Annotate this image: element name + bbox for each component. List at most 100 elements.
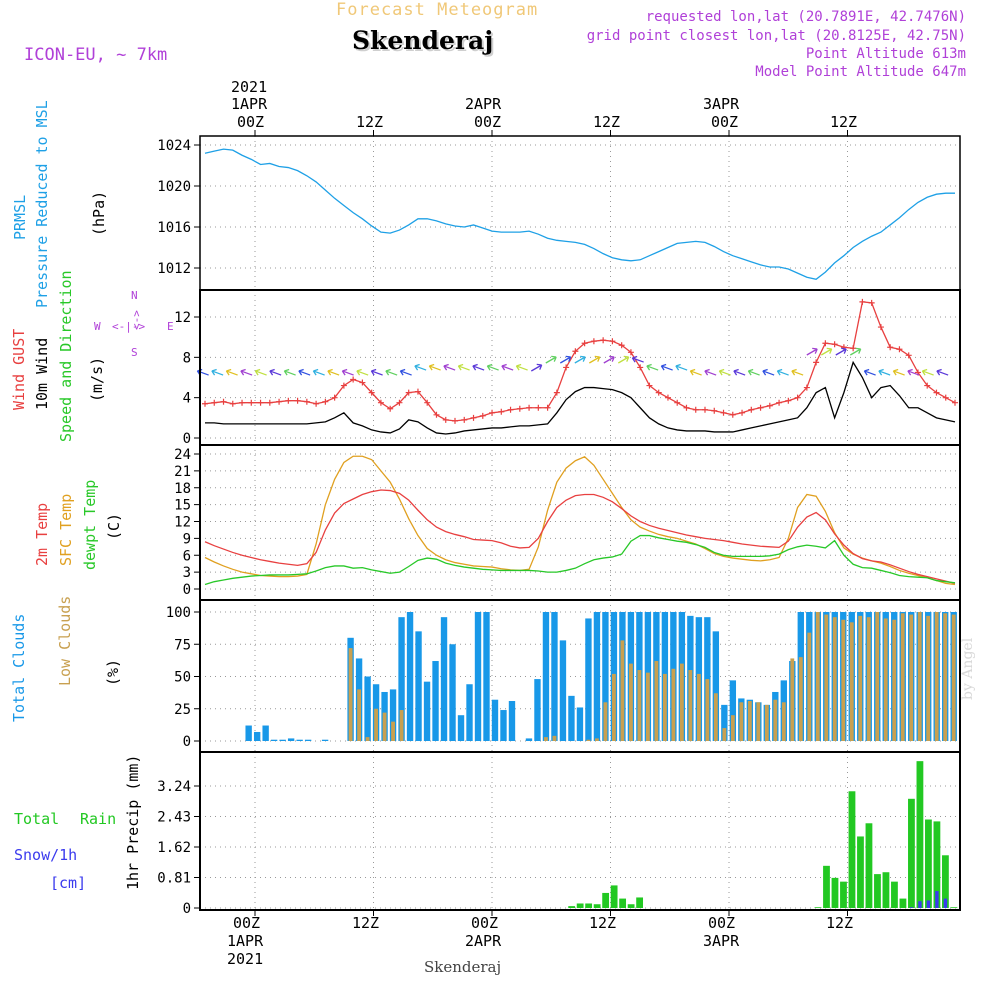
low-cloud-bar: [552, 735, 557, 741]
gust-marker: [748, 406, 755, 413]
gust-marker: [516, 405, 523, 412]
total-cloud-bar: [729, 680, 737, 741]
y-tick-label: 8: [183, 350, 191, 366]
gust-marker: [276, 398, 283, 405]
top-date-2apr: 2APR: [465, 95, 502, 113]
low-cloud-bar: [943, 613, 948, 741]
low-cloud-bar: [544, 737, 548, 741]
low-cloud-bar: [713, 693, 718, 741]
rain-bar: [823, 865, 830, 908]
rain-bar: [857, 836, 864, 908]
arrow-shape: [196, 368, 209, 376]
rain-bar: [636, 897, 644, 908]
low-cloud-bar: [798, 657, 803, 741]
total-cloud-bar: [304, 739, 312, 741]
wind-direction-arrow: [530, 363, 543, 372]
low-cloud-bar: [595, 738, 599, 741]
gust-marker: [563, 364, 570, 371]
wind-direction-arrow: [617, 355, 630, 364]
top-tick-0: 00Z: [237, 113, 265, 131]
arrow-shape: [863, 368, 876, 376]
arrow-shape: [892, 368, 905, 376]
arrow-shape: [791, 368, 804, 376]
point-altitude: Point Altitude 613m: [805, 46, 966, 62]
rain-bar: [916, 761, 924, 908]
panel-frame: [199, 444, 961, 601]
arrow-shape: [312, 368, 325, 376]
gust-marker: [211, 399, 218, 406]
gust-marker: [303, 398, 310, 405]
gust-marker: [627, 349, 634, 356]
low-cloud-bar: [824, 614, 829, 741]
wind-direction-arrow: [704, 368, 717, 376]
total-cloud-bar: [585, 618, 592, 741]
wind-direction-arrow: [660, 363, 673, 371]
wind-direction-arrow: [211, 368, 224, 376]
gust-marker: [350, 376, 357, 383]
wind-direction-arrow: [747, 368, 760, 376]
arrow-shape: [515, 363, 528, 371]
location-title: Skenderaj: [352, 26, 494, 55]
gust-marker: [877, 324, 884, 331]
arrow-shape: [269, 368, 282, 376]
wind-direction-arrow: [907, 368, 920, 376]
arrow-shape: [835, 347, 847, 356]
snow-bar: [943, 898, 948, 908]
wind-direction-arrow: [312, 368, 325, 376]
total-cloud-bar: [432, 661, 439, 741]
low-cloud-bar: [586, 739, 591, 741]
rain-bar: [619, 898, 627, 908]
sfc-temp-line: [204, 455, 956, 586]
wind-direction-arrow: [370, 368, 383, 376]
gust-marker: [461, 416, 468, 423]
total-cloud-bar: [704, 617, 711, 741]
gust-marker: [535, 404, 542, 411]
precip-snow-label: Snow/1h: [14, 846, 78, 864]
wind-direction-arrow: [878, 368, 891, 376]
arrow-shape: [718, 368, 731, 376]
y-tick-label: 0: [183, 582, 191, 598]
top-tick-1: 12Z: [356, 113, 384, 131]
arrow-shape: [240, 368, 253, 376]
rain-bar: [874, 874, 881, 908]
gust-marker: [794, 394, 801, 401]
arrow-shape: [501, 363, 514, 371]
rain-bar: [602, 892, 610, 908]
arrow-shape: [486, 363, 499, 371]
low-cloud-bar: [671, 668, 676, 741]
temp-2m-line: [204, 489, 956, 585]
gust-marker: [600, 337, 607, 344]
low-cloud-bar: [628, 663, 633, 741]
low-cloud-bar: [900, 613, 905, 741]
y-tick-label: 4: [183, 391, 191, 407]
arrow-shape: [660, 363, 673, 371]
arrow-shape: [283, 368, 296, 376]
gust-marker: [239, 399, 246, 406]
wind-direction-arrow: [892, 368, 905, 376]
compass-s: S: [131, 346, 138, 359]
arrow-shape: [414, 363, 427, 371]
snow-bar: [909, 907, 914, 908]
gust-marker: [359, 379, 366, 386]
arrow-shape: [747, 368, 760, 376]
total-cloud-bar: [457, 715, 465, 741]
precip-total-label: Total: [14, 810, 60, 828]
wind-direction-arrow: [356, 368, 369, 376]
rain-bar: [950, 907, 958, 908]
y-tick-label: 1016: [157, 220, 191, 236]
arrow-shape: [457, 363, 470, 371]
bottom-tick-5: 12Z: [826, 914, 854, 932]
y-tick-label: 9: [183, 531, 191, 547]
rain-bar: [908, 798, 915, 908]
arrow-shape: [849, 347, 862, 356]
gust-marker: [544, 404, 551, 411]
arrow-shape: [341, 368, 354, 376]
y-tick-label: 6: [183, 548, 191, 564]
gust-marker: [813, 359, 820, 366]
total-cloud-bar: [534, 679, 541, 741]
wind-direction-arrow: [545, 355, 557, 364]
total-cloud-bar: [593, 612, 601, 741]
dewpt-line: [204, 534, 956, 586]
wind-direction-arrow: [820, 347, 833, 356]
wind-direction-arrow: [414, 363, 427, 371]
